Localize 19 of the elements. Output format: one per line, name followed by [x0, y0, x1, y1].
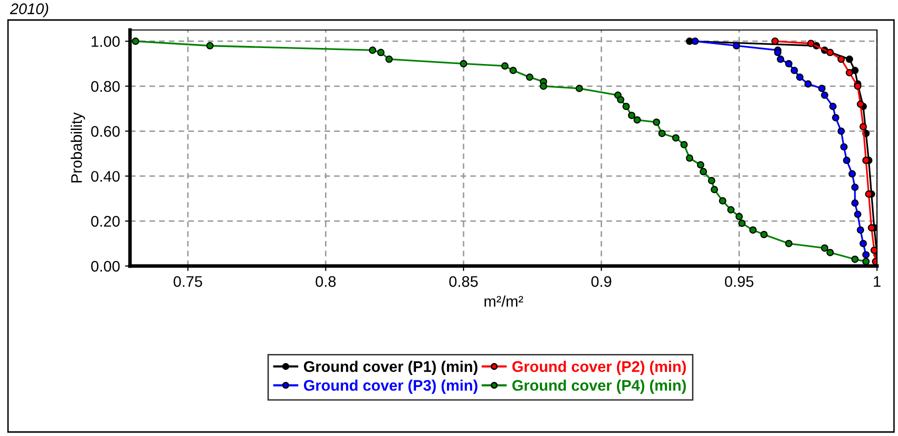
x-axis-title: m²/m²: [484, 296, 524, 307]
y-tick-label: 0.80: [91, 81, 120, 92]
x-tick-label: 0.95: [724, 276, 754, 287]
legend-label: Ground cover (P2) (min): [512, 360, 686, 375]
y-tick-label: 0.60: [91, 126, 120, 137]
x-tick-label: 0.8: [316, 276, 336, 287]
x-tick-label: 0.9: [591, 276, 612, 287]
y-tick-label: 0.20: [91, 216, 120, 227]
legend-label: Ground cover (P4) (min): [512, 380, 686, 394]
y-tick-label: 1.00: [92, 36, 120, 47]
text: 2010): [10, 3, 48, 18]
x-tick-label: 1: [874, 276, 881, 287]
y-tick-label: 0.40: [91, 170, 120, 182]
x-tick-label: 0.75: [174, 276, 202, 287]
y-axis-title: Probability: [70, 112, 85, 182]
legend-label: Ground cover (P1) (min): [304, 360, 478, 375]
legend-label: Ground cover (P3) (min): [304, 380, 478, 394]
x-tick-label: 0.85: [449, 276, 478, 287]
y-tick-label: 0.00: [91, 260, 120, 272]
